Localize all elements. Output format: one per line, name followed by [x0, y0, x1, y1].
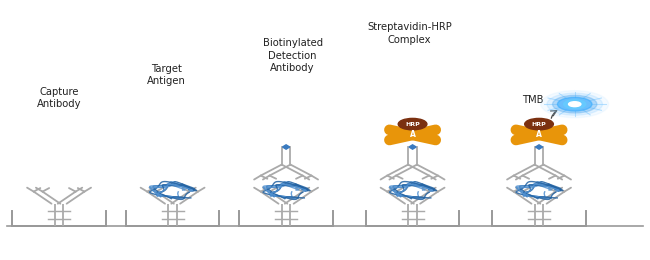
Text: A: A [536, 130, 542, 139]
Polygon shape [409, 145, 416, 149]
Text: Target
Antigen: Target Antigen [147, 64, 185, 86]
Polygon shape [283, 145, 290, 149]
Circle shape [547, 93, 603, 115]
Circle shape [552, 95, 597, 113]
Text: Streptavidin-HRP
Complex: Streptavidin-HRP Complex [367, 22, 452, 45]
Text: TMB: TMB [522, 95, 543, 105]
Circle shape [541, 91, 608, 118]
Text: Biotinylated
Detection
Antibody: Biotinylated Detection Antibody [263, 38, 322, 73]
Text: HRP: HRP [532, 122, 547, 127]
Text: Capture
Antibody: Capture Antibody [37, 87, 81, 109]
Text: HRP: HRP [405, 122, 420, 127]
Text: A: A [410, 130, 415, 139]
Polygon shape [536, 145, 543, 149]
Circle shape [558, 97, 592, 111]
Circle shape [569, 102, 581, 107]
Circle shape [398, 118, 427, 130]
Circle shape [564, 100, 586, 109]
Circle shape [525, 118, 553, 130]
